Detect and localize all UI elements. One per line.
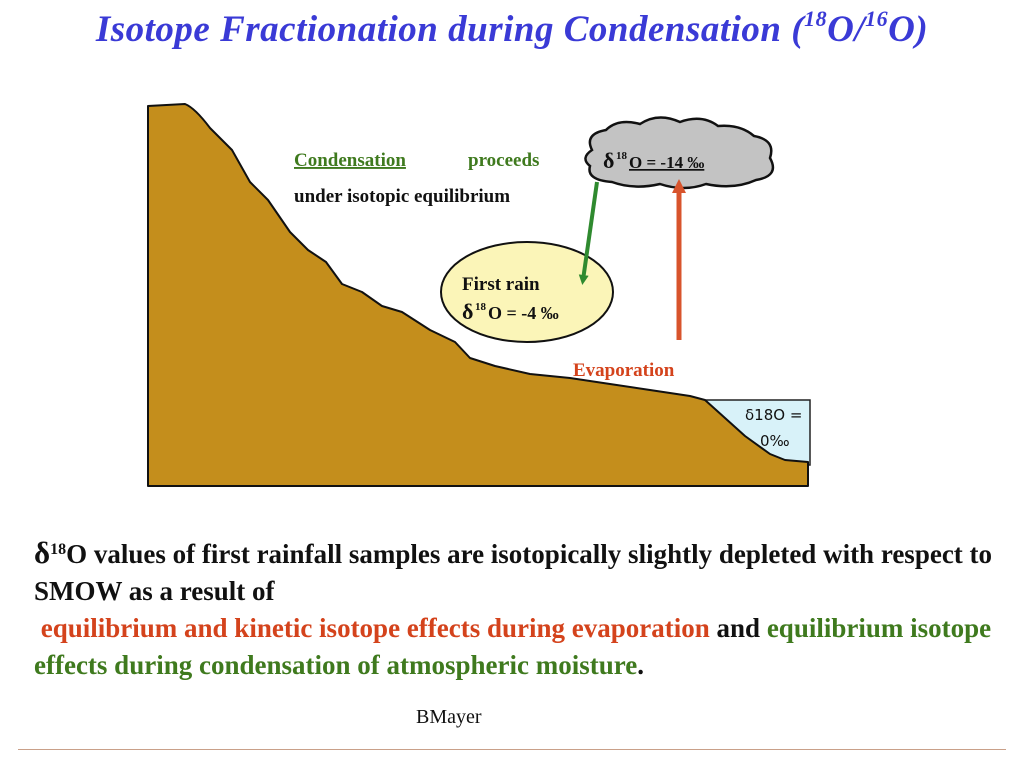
first-rain-label: First rain (462, 274, 540, 295)
first-rain-value: O = -4 ‰ (488, 303, 559, 323)
cloud-delta-value: O = -14 ‰ (629, 153, 704, 172)
hillside (147, 103, 809, 487)
ocean-delta-line1: δ18O = (745, 406, 802, 424)
caption-period: . (637, 650, 644, 680)
caption-sup: 18 (50, 541, 67, 558)
ocean-delta-line2: 0‰ (760, 432, 790, 450)
caption-and: and (716, 613, 761, 643)
cloud-delta-label: δ (603, 148, 614, 173)
condensation-arrow (578, 181, 599, 285)
cloud-delta-sup: 18 (616, 150, 628, 162)
first-rain-bubble (440, 241, 614, 343)
cloud-shape (584, 116, 775, 190)
caption-text: δ18O values of first rainfall samples ar… (34, 534, 994, 684)
caption-part1: O values of first rainfall samples are i… (34, 539, 993, 606)
equilibrium-line: under isotopic equilibrium (294, 186, 510, 207)
condensation-word: Condensation (294, 150, 406, 171)
footer-rule (18, 749, 1006, 750)
caption-delta: δ (34, 535, 51, 570)
page-title: Isotope Fractionation during Condensatio… (95, 6, 929, 50)
author-credit: BMayer (416, 706, 482, 728)
proceeds-word: proceeds (468, 150, 539, 171)
first-rain-delta: δ (462, 299, 473, 324)
caption-red-part: equilibrium and kinetic isotope effects … (40, 613, 710, 643)
caption-green-part: equilibrium isotope effects during conde… (34, 613, 992, 680)
first-rain-sup: 18 (475, 301, 487, 313)
evaporation-label: Evaporation (573, 360, 675, 381)
